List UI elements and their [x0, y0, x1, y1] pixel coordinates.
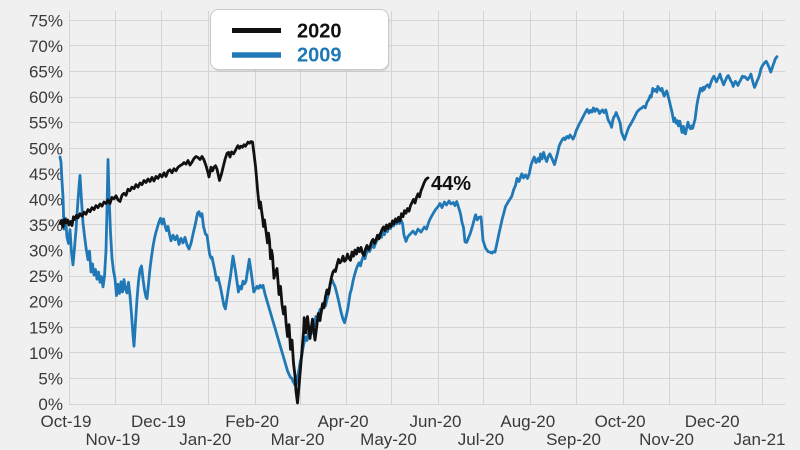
svg-text:75%: 75% — [29, 11, 63, 30]
svg-text:Oct-20: Oct-20 — [595, 412, 646, 431]
svg-text:5%: 5% — [38, 369, 63, 388]
svg-text:60%: 60% — [29, 88, 63, 107]
svg-text:Feb-20: Feb-20 — [225, 412, 279, 431]
svg-text:Mar-20: Mar-20 — [271, 430, 325, 449]
svg-text:Dec-20: Dec-20 — [685, 412, 740, 431]
svg-text:Nov-20: Nov-20 — [639, 430, 694, 449]
svg-text:Sep-20: Sep-20 — [546, 430, 601, 449]
svg-text:20%: 20% — [29, 293, 63, 312]
svg-text:35%: 35% — [29, 216, 63, 235]
svg-text:30%: 30% — [29, 242, 63, 261]
svg-text:May-20: May-20 — [360, 430, 417, 449]
svg-text:Nov-19: Nov-19 — [85, 430, 140, 449]
svg-text:Aug-20: Aug-20 — [500, 412, 555, 431]
svg-text:44%: 44% — [431, 173, 471, 195]
svg-text:50%: 50% — [29, 139, 63, 158]
svg-text:45%: 45% — [29, 165, 63, 184]
svg-text:2020: 2020 — [297, 21, 342, 43]
svg-text:0%: 0% — [38, 395, 63, 414]
svg-text:25%: 25% — [29, 267, 63, 286]
svg-text:65%: 65% — [29, 63, 63, 82]
svg-text:55%: 55% — [29, 114, 63, 133]
svg-text:70%: 70% — [29, 37, 63, 56]
svg-text:15%: 15% — [29, 318, 63, 337]
svg-text:Apr-20: Apr-20 — [318, 412, 369, 431]
svg-text:Jun-20: Jun-20 — [410, 412, 462, 431]
svg-text:2009: 2009 — [297, 45, 342, 67]
svg-text:Oct-19: Oct-19 — [40, 412, 91, 431]
svg-text:Jul-20: Jul-20 — [458, 430, 504, 449]
svg-text:Dec-19: Dec-19 — [131, 412, 186, 431]
svg-text:10%: 10% — [29, 344, 63, 363]
svg-text:Jan-20: Jan-20 — [179, 430, 231, 449]
svg-text:Jan-21: Jan-21 — [734, 430, 786, 449]
svg-text:40%: 40% — [29, 190, 63, 209]
